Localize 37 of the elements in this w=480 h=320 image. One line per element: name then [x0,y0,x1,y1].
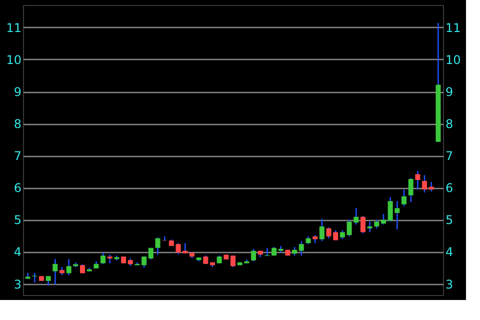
candlestick [402,188,407,207]
y-tick-label: 6 [14,181,22,196]
y-tick-label: 9 [14,85,22,100]
candlestick [428,181,434,192]
candlestick [66,258,72,276]
candlestick [230,254,236,268]
candlestick [422,174,428,194]
y2-tick-label: 8 [446,117,454,132]
y2-tick-label: 3 [446,277,454,292]
candlestick [360,215,366,234]
candlestick [298,240,304,256]
candlestick [142,256,147,268]
y2-tick-label: 7 [446,149,454,164]
candlestick [319,218,324,242]
candlestick [380,213,386,226]
candlestick [107,254,112,264]
y2-tick-label: 4 [446,245,454,260]
y2-tick-label: 9 [446,85,454,100]
y2-tick-label: 6 [446,181,454,196]
candlestick [52,258,58,286]
y-tick-label: 11 [6,20,22,35]
y2-tick-label: 11 [446,20,461,35]
candlestick [408,177,414,203]
candlestick [100,252,106,265]
y2-tick-label: 10 [446,52,461,67]
y-tick-label: 8 [14,117,22,132]
candlestick [251,248,256,262]
candlestick [155,236,160,256]
y-tick-label: 4 [14,245,22,260]
candlestick [415,170,420,190]
y-tick-label: 7 [14,149,22,164]
y-tick-label: 5 [14,213,22,228]
candlestick [46,275,51,286]
candlestick [367,220,372,233]
y-tick-label: 10 [6,52,22,67]
y-tick-label: 3 [14,277,22,292]
y2-tick-label: 5 [446,213,454,228]
